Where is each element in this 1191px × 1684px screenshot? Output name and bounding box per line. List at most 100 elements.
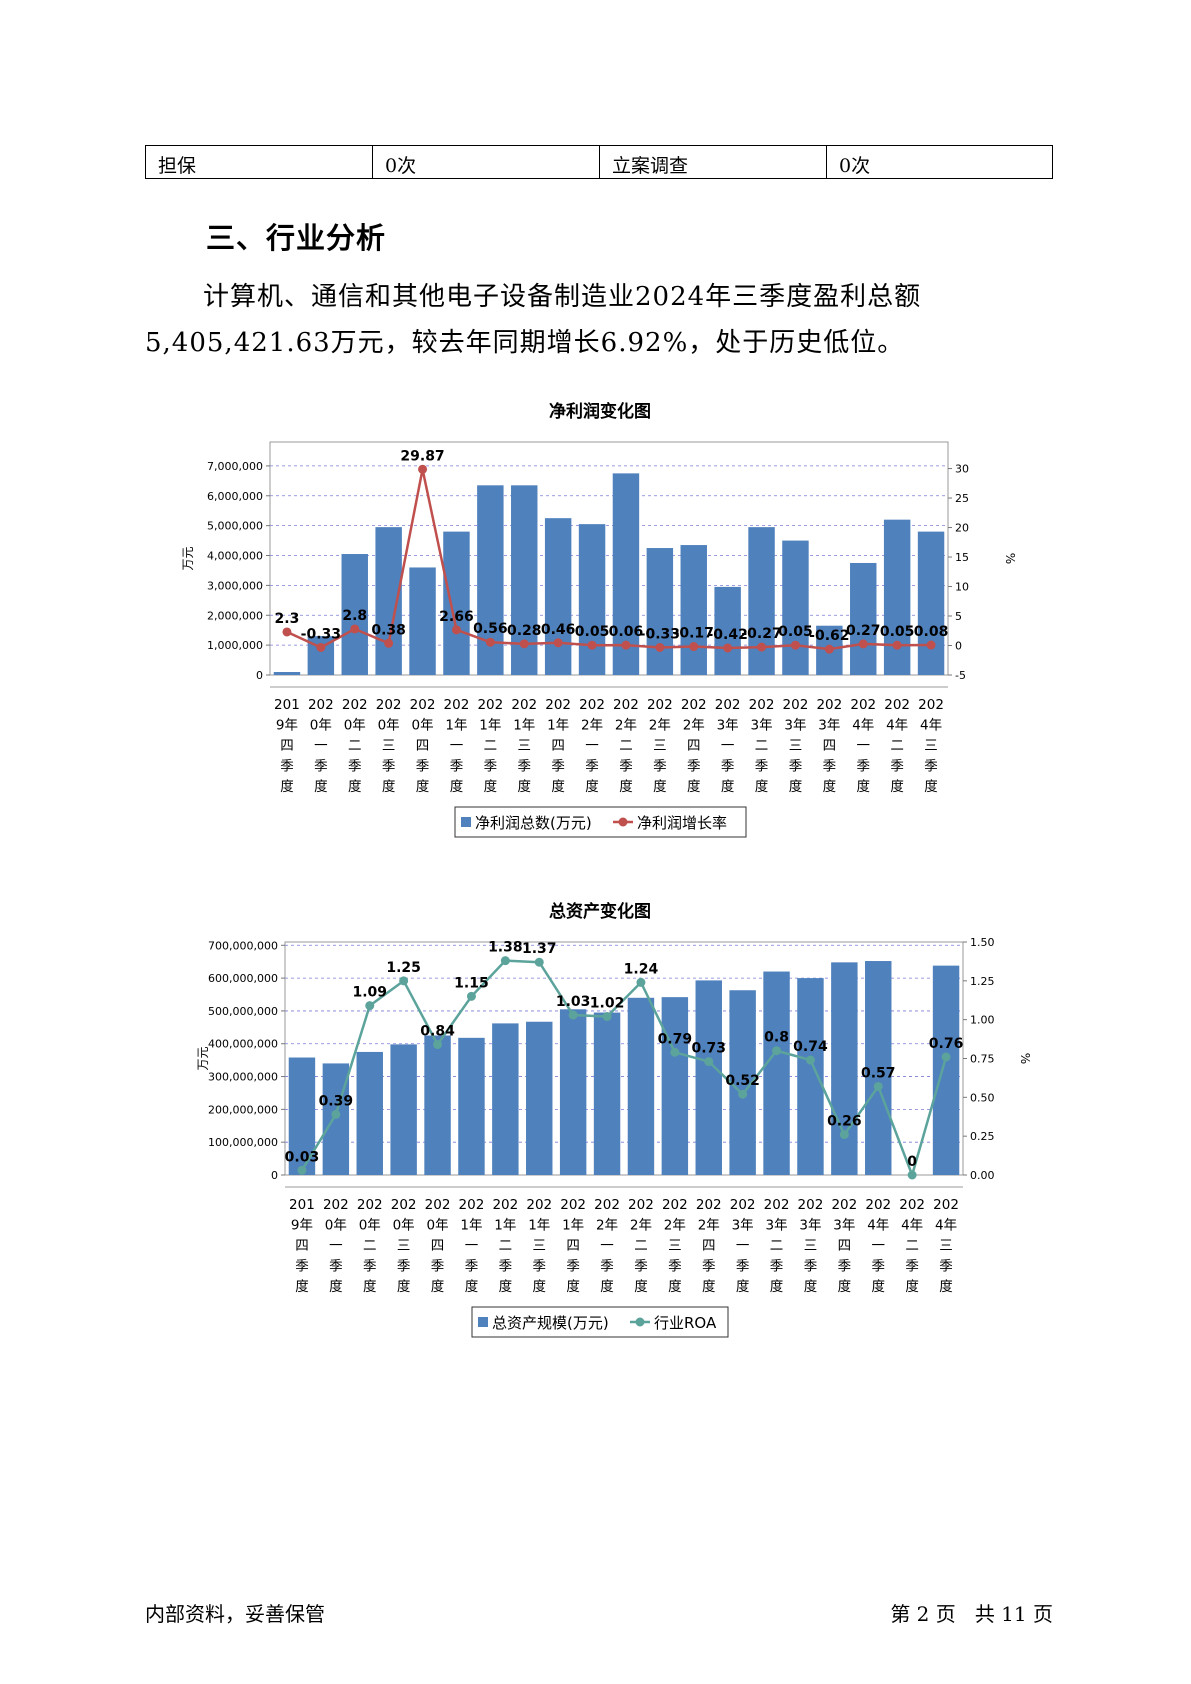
bar xyxy=(797,978,824,1175)
data-label: 29.87 xyxy=(400,448,444,464)
x-tick-label: 三 xyxy=(668,1238,682,1254)
x-tick-label: 三 xyxy=(924,738,938,754)
x-tick-label: 3年 xyxy=(799,1218,821,1234)
y-right-tick-label: 5 xyxy=(955,610,962,623)
data-label: 0.28 xyxy=(507,623,542,639)
x-tick-label: 度 xyxy=(905,1279,919,1295)
x-tick-label: 202 xyxy=(308,697,334,713)
x-tick-label: 1年 xyxy=(513,718,535,734)
total-assets-chart: 总资产变化图 0 100,000,000 200,000,000 300,000,000… xyxy=(196,901,1032,1338)
x-tick-label: 季 xyxy=(280,759,294,775)
x-tick-label: 0年 xyxy=(310,718,332,734)
x-tick-label: 季 xyxy=(533,1259,547,1275)
x-tick-label: 2年 xyxy=(596,1218,618,1234)
legend-box xyxy=(454,806,747,838)
x-tick-label: 三 xyxy=(533,1238,547,1254)
line-point xyxy=(500,956,510,966)
line-point xyxy=(418,464,428,474)
x-tick-label: 季 xyxy=(314,759,328,775)
paragraph-line: 5,405,421.63万元，较去年同期增长6.92%，处于历史低位。 xyxy=(145,328,905,358)
y-left-tick-label: 600,000,000 xyxy=(208,972,278,985)
line-point xyxy=(466,991,476,1001)
line-point xyxy=(873,1081,883,1091)
bar xyxy=(782,540,809,675)
y-left-tick-label: 300,000,000 xyxy=(208,1071,278,1084)
x-tick-label: 季 xyxy=(484,759,498,775)
x-tick-label: 202 xyxy=(459,1197,485,1213)
x-tick-label: 1年 xyxy=(562,1218,584,1234)
data-label: 0.57 xyxy=(861,1065,896,1081)
y-right-tick-label: 20 xyxy=(955,522,969,535)
line-point xyxy=(636,977,646,987)
x-tick-label: 201 xyxy=(274,697,300,713)
chart-title: 净利润变化图 xyxy=(549,401,651,422)
x-tick-label: 202 xyxy=(764,1197,790,1213)
x-tick-label: 三 xyxy=(653,738,667,754)
x-tick-label: 一 xyxy=(736,1238,750,1254)
data-label: 0.06 xyxy=(609,624,644,640)
x-tick-label: 度 xyxy=(770,1279,784,1295)
x-tick-label: 四 xyxy=(551,738,565,754)
data-label: 1.38 xyxy=(488,940,523,956)
line-point xyxy=(689,642,699,652)
data-label: 0.05 xyxy=(778,624,813,640)
data-label: -0.42 xyxy=(707,627,747,643)
x-tick-label: 季 xyxy=(600,1259,614,1275)
data-label: 0.76 xyxy=(929,1036,964,1052)
x-tick-label: 度 xyxy=(566,1279,580,1295)
x-tick-label: 3年 xyxy=(751,718,773,734)
data-label: 0.27 xyxy=(846,623,881,639)
x-tick-label: 二 xyxy=(890,738,904,754)
data-label: 0.26 xyxy=(827,1114,862,1130)
y-left-tick-label: 2,000,000 xyxy=(207,609,263,622)
bar xyxy=(559,1009,587,1175)
data-label: 0.08 xyxy=(914,624,949,640)
data-label: 0.73 xyxy=(691,1041,726,1057)
bar xyxy=(273,672,301,675)
x-tick-label: 季 xyxy=(736,1259,750,1275)
x-tick-label: 三 xyxy=(804,1238,818,1254)
bar xyxy=(831,962,858,1175)
x-tick-label: 度 xyxy=(755,779,769,795)
legend-bar-swatch xyxy=(461,817,471,827)
x-tick-label: 季 xyxy=(668,1259,682,1275)
bar xyxy=(356,1051,383,1175)
x-tick-label: 度 xyxy=(823,779,837,795)
legend-bar-label: 净利润总数(万元) xyxy=(475,814,592,832)
x-tick-label: 202 xyxy=(628,1197,654,1213)
x-tick-label: 季 xyxy=(450,759,464,775)
x-tick-label: 1年 xyxy=(445,718,467,734)
x-tick-label: 度 xyxy=(484,779,498,795)
y-left-tick-label: 7,000,000 xyxy=(207,460,263,473)
x-tick-label: 4年 xyxy=(886,718,908,734)
data-label: 0.79 xyxy=(658,1031,693,1047)
x-tick-label: 2年 xyxy=(581,718,603,734)
x-tick-label: 202 xyxy=(647,697,673,713)
x-tick-label: 度 xyxy=(789,779,803,795)
x-tick-label: 四 xyxy=(431,1238,445,1254)
bar xyxy=(695,980,722,1175)
x-tick-label: 季 xyxy=(585,759,599,775)
x-tick-label: 四 xyxy=(687,738,701,754)
x-tick-label: 季 xyxy=(416,759,430,775)
y-right-tick-label: 0.50 xyxy=(970,1091,995,1104)
legend-bar-label: 总资产规模(万元) xyxy=(492,1314,609,1332)
info-table: 担保 0次 立案调查 0次 xyxy=(145,145,1053,179)
x-tick-label: 一 xyxy=(329,1238,343,1254)
data-label: -0.33 xyxy=(301,626,341,642)
data-label: 0.38 xyxy=(371,622,406,638)
line-point xyxy=(282,627,292,637)
bar xyxy=(443,531,470,675)
x-tick-label: 度 xyxy=(363,1279,377,1295)
x-tick-label: 一 xyxy=(450,738,464,754)
bar xyxy=(932,965,960,1175)
x-tick-label: 度 xyxy=(939,1279,953,1295)
data-label: 1.25 xyxy=(386,960,421,976)
data-label: -0.33 xyxy=(640,626,680,642)
footer-page-number: 第 2 页 共 11 页 xyxy=(890,1602,1053,1626)
data-label: 0.84 xyxy=(420,1024,455,1040)
x-tick-label: 0年 xyxy=(427,1218,449,1234)
x-tick-label: 度 xyxy=(653,779,667,795)
line-point xyxy=(670,1047,680,1057)
x-tick-label: 四 xyxy=(416,738,430,754)
